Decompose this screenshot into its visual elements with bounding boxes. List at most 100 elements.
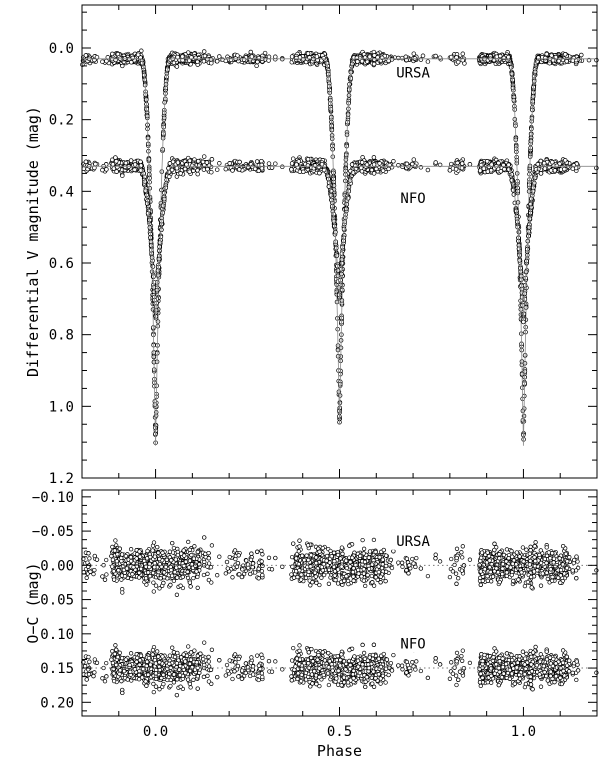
data-point	[241, 57, 247, 62]
data-point	[511, 192, 517, 197]
data-point	[290, 156, 296, 161]
data-point	[460, 51, 466, 57]
data-point	[113, 155, 118, 160]
data-point	[570, 166, 576, 171]
data-point	[399, 55, 405, 61]
data-point	[544, 51, 549, 57]
data-point	[209, 169, 214, 175]
data-point	[205, 166, 210, 172]
data-point	[100, 59, 105, 64]
data-point	[187, 169, 192, 174]
data-point	[120, 173, 125, 178]
data-point	[248, 49, 254, 55]
data-point	[182, 166, 188, 172]
data-point	[289, 167, 294, 172]
data-point	[195, 171, 200, 177]
data-point	[305, 157, 311, 162]
data-point	[367, 54, 372, 59]
data-point	[135, 52, 141, 57]
data-point	[93, 161, 98, 167]
data-point	[494, 54, 500, 59]
data-point	[501, 55, 507, 61]
data-point	[201, 154, 207, 159]
data-point	[209, 157, 215, 162]
data-point	[201, 49, 207, 54]
data-point	[579, 52, 584, 58]
data-point	[355, 59, 360, 64]
data-point	[425, 167, 431, 173]
data-point	[254, 159, 260, 164]
data-point	[447, 168, 453, 173]
data-point	[359, 58, 365, 64]
data-point	[217, 54, 222, 59]
data-point	[321, 55, 327, 61]
data-point	[273, 161, 278, 166]
data-point	[128, 158, 134, 163]
data-point	[100, 167, 105, 173]
data-point	[129, 60, 134, 65]
data-point	[167, 174, 172, 179]
data-point	[294, 55, 299, 61]
data-point	[145, 211, 151, 216]
data-point	[371, 61, 377, 67]
data-point	[249, 54, 255, 59]
data-point	[411, 157, 417, 162]
data-point	[386, 166, 391, 172]
data-point	[178, 171, 183, 176]
data-point	[411, 51, 417, 56]
data-points	[80, 48, 599, 446]
data-point	[180, 54, 185, 59]
data-point	[138, 159, 143, 165]
data-point	[237, 159, 242, 165]
data-point	[562, 52, 568, 57]
data-point	[528, 201, 533, 207]
data-point	[208, 57, 214, 62]
data-point	[83, 159, 89, 165]
data-point	[564, 59, 569, 64]
data-point	[506, 54, 511, 60]
data-point	[195, 59, 200, 65]
data-point	[254, 63, 259, 69]
data-point	[104, 58, 109, 64]
data-point	[314, 54, 320, 59]
data-point	[83, 53, 89, 58]
data-point	[266, 161, 272, 166]
data-point	[280, 164, 285, 170]
data-point	[289, 161, 295, 166]
data-point	[433, 160, 438, 165]
data-point	[570, 58, 576, 63]
data-point	[467, 162, 473, 167]
data-point	[174, 64, 180, 69]
data-point	[512, 200, 518, 206]
data-point	[317, 170, 322, 176]
data-point	[386, 58, 391, 63]
data-point	[371, 171, 377, 176]
data-point	[201, 59, 207, 64]
data-point	[214, 167, 220, 172]
data-point	[255, 59, 260, 65]
data-point	[369, 167, 375, 173]
data-point	[556, 58, 562, 64]
data-point	[273, 54, 278, 60]
data-point	[223, 166, 229, 172]
data-point	[223, 58, 229, 64]
data-point	[521, 319, 526, 325]
data-point	[196, 158, 201, 164]
data-point	[543, 55, 548, 61]
data-point	[433, 53, 438, 59]
data-point	[396, 55, 401, 61]
data-point	[562, 158, 568, 163]
data-point	[371, 155, 377, 160]
data-point	[214, 59, 220, 64]
data-point	[305, 51, 311, 56]
data-point	[418, 57, 424, 62]
series-ursa-points	[80, 48, 599, 446]
data-point	[453, 166, 459, 172]
data-point	[420, 53, 426, 59]
data-point	[171, 60, 177, 66]
data-point	[110, 162, 116, 167]
data-point	[130, 55, 136, 61]
data-point	[289, 54, 295, 59]
